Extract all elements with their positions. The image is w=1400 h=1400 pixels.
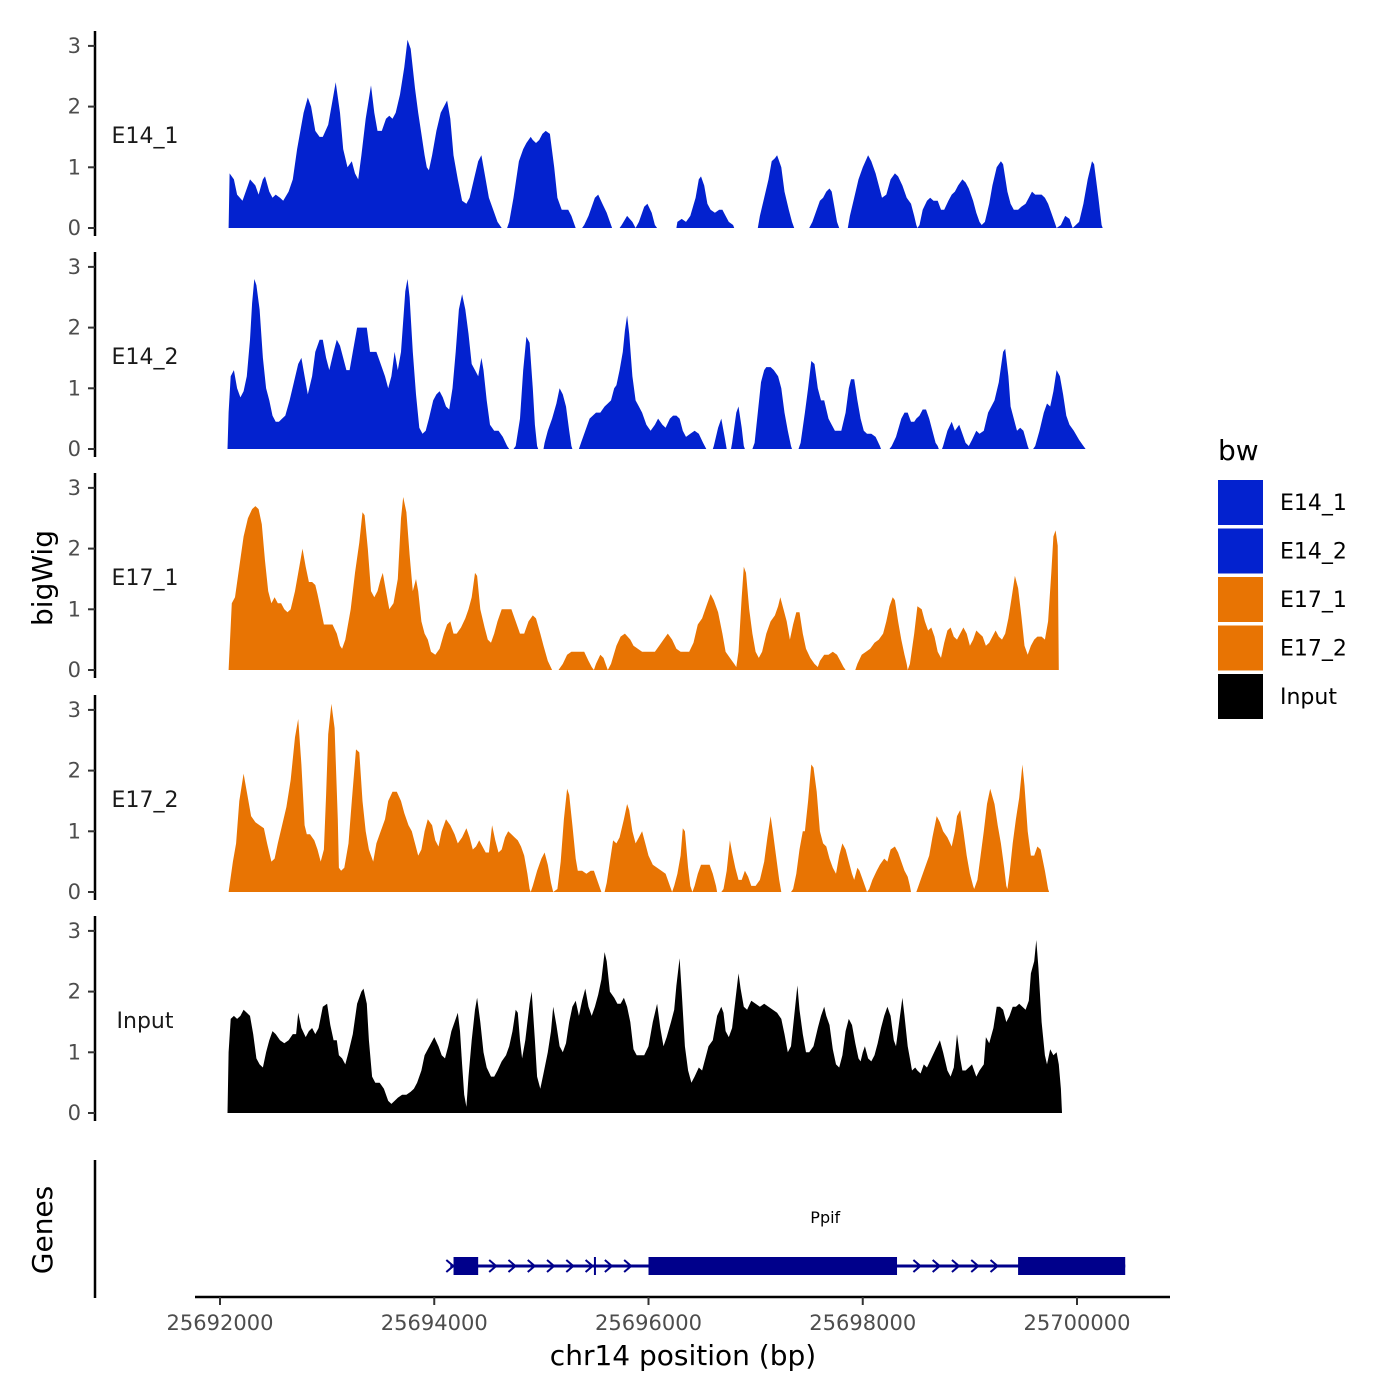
strand-arrow — [445, 1259, 455, 1273]
gene-name-label: Ppif — [810, 1208, 840, 1227]
track-panels: 0 1 2 3 E14_1 0 1 2 3 E14_2 0 1 2 3 E17_1 0 1 2 3 E17_2 0 1 2 3… — [68, 31, 1103, 1125]
y-tick-label: 1 — [68, 819, 81, 843]
track-label: E17_2 — [112, 788, 179, 813]
coverage-area-Input — [227, 940, 1062, 1113]
x-tick-label: 25700000 — [1024, 1311, 1131, 1335]
track-E17_2: 0 1 2 3 E17_2 — [68, 695, 1050, 904]
x-tick-label: 25698000 — [809, 1311, 916, 1335]
coverage-area-E17_2 — [228, 703, 1050, 892]
x-tick-label: 25692000 — [167, 1311, 274, 1335]
x-axis: 25692000 25694000 25696000 25698000 25700000 — [167, 1295, 1170, 1335]
y-tick-label: 3 — [68, 919, 81, 943]
strand-arrow — [951, 1259, 961, 1273]
coverage-area-E14_2 — [227, 279, 1086, 449]
y-tick-label: 1 — [68, 376, 81, 400]
track-E14_1: 0 1 2 3 E14_1 — [68, 31, 1103, 240]
legend-swatch-E17_1 — [1218, 577, 1263, 622]
y-tick-label: 2 — [68, 980, 81, 1004]
strand-arrow — [970, 1259, 980, 1273]
y-tick-label: 0 — [68, 1101, 81, 1125]
y-tick-label: 2 — [68, 316, 81, 340]
legend-label-Input: Input — [1280, 685, 1337, 710]
x-tick-label: 25694000 — [381, 1311, 488, 1335]
gene-exon — [453, 1257, 479, 1275]
legend-label-E14_1: E14_1 — [1280, 491, 1347, 516]
legend-label-E17_2: E17_2 — [1280, 637, 1347, 662]
strand-arrow — [488, 1259, 498, 1273]
track-E17_1: 0 1 2 3 E17_1 — [68, 473, 1059, 682]
legend-label-E14_2: E14_2 — [1280, 540, 1347, 565]
track-label: E14_1 — [112, 124, 179, 149]
y-tick-label: 2 — [68, 759, 81, 783]
strand-arrow — [546, 1259, 556, 1273]
legend-swatch-E14_2 — [1218, 528, 1263, 574]
track-E14_2: 0 1 2 3 E14_2 — [68, 252, 1086, 461]
legend-title: bw — [1218, 434, 1259, 467]
strand-arrow — [623, 1259, 633, 1273]
legend-swatch-E17_2 — [1218, 625, 1263, 671]
legend-label-E17_1: E17_1 — [1280, 588, 1347, 613]
legend-swatch-E14_1 — [1218, 480, 1263, 525]
track-label: E14_2 — [112, 345, 179, 370]
y-tick-label: 2 — [68, 537, 81, 561]
y-tick-label: 0 — [68, 658, 81, 682]
x-axis-title: chr14 position (bp) — [550, 1339, 816, 1372]
track-label: E17_1 — [112, 566, 179, 591]
strand-arrow — [912, 1259, 922, 1273]
y-tick-label: 2 — [68, 95, 81, 119]
y-tick-label: 3 — [68, 698, 81, 722]
strand-arrow — [989, 1259, 1000, 1273]
track-label: Input — [117, 1009, 174, 1034]
genes-track: Ppif — [93, 1160, 1126, 1298]
genes-axis-title: Genes — [26, 1186, 59, 1274]
legend-swatch-Input — [1218, 674, 1263, 719]
strand-arrow — [527, 1259, 537, 1273]
x-tick-label: 25696000 — [595, 1311, 702, 1335]
gene-exon — [648, 1257, 898, 1275]
strand-arrow — [565, 1259, 575, 1273]
y-tick-label: 1 — [68, 1040, 81, 1064]
strand-arrow — [507, 1259, 517, 1273]
y-tick-label: 1 — [68, 597, 81, 621]
strand-arrow — [932, 1259, 942, 1273]
coverage-area-E17_1 — [228, 497, 1059, 670]
track-Input: 0 1 2 3 Input — [68, 916, 1062, 1125]
coverage-area-E14_1 — [228, 39, 1103, 228]
legend: bw E14_1 E14_2 E17_1 E17_2 Input — [1218, 434, 1347, 719]
y-tick-label: 3 — [68, 255, 81, 279]
strand-arrow — [604, 1259, 614, 1273]
y-tick-label: 3 — [68, 476, 81, 500]
y-axis-title: bigWig — [26, 530, 59, 626]
y-tick-label: 0 — [68, 880, 81, 904]
gene-exon — [1018, 1257, 1126, 1275]
y-tick-label: 0 — [68, 216, 81, 240]
y-tick-label: 0 — [68, 437, 81, 461]
y-tick-label: 3 — [68, 34, 81, 58]
y-tick-label: 1 — [68, 155, 81, 179]
strand-arrow — [584, 1259, 595, 1273]
